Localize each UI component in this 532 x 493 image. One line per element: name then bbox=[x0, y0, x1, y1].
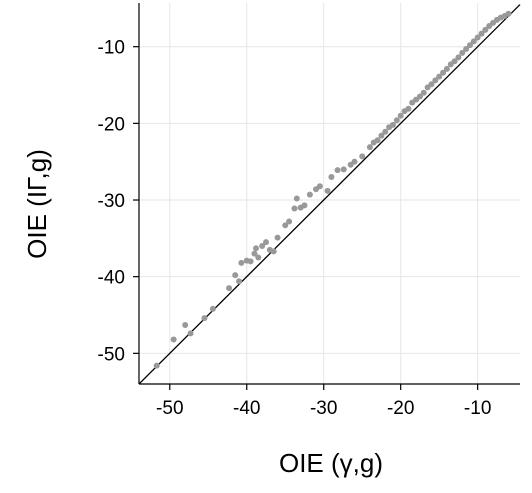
data-point bbox=[393, 117, 400, 124]
data-point bbox=[238, 259, 245, 266]
data-point bbox=[324, 187, 331, 194]
x-tick-label-2: -30 bbox=[310, 398, 337, 419]
axes bbox=[138, 3, 520, 385]
data-point bbox=[470, 38, 477, 45]
data-point bbox=[432, 77, 439, 84]
data-point bbox=[397, 112, 404, 119]
data-point bbox=[420, 89, 427, 96]
data-point bbox=[455, 54, 462, 61]
data-point bbox=[201, 315, 208, 322]
x-axis-title: OIE (γ,g) bbox=[279, 448, 383, 478]
data-point bbox=[236, 278, 243, 285]
data-point bbox=[153, 362, 160, 369]
data-point bbox=[226, 285, 233, 292]
data-point bbox=[359, 153, 366, 160]
data-point bbox=[255, 254, 262, 261]
data-point bbox=[170, 336, 177, 343]
y-tick-label-2: -30 bbox=[98, 191, 125, 212]
data-point bbox=[351, 158, 358, 165]
data-point bbox=[451, 58, 458, 65]
data-point bbox=[474, 34, 481, 41]
reference-line-group bbox=[138, 4, 521, 385]
data-point bbox=[443, 65, 450, 72]
data-point bbox=[459, 49, 466, 56]
data-point bbox=[286, 218, 293, 225]
y-tick-label-4: -10 bbox=[98, 38, 125, 59]
x-tick-label-0: -50 bbox=[156, 398, 183, 419]
y-tick-label-0: -50 bbox=[98, 344, 125, 365]
data-point bbox=[340, 166, 347, 173]
y-tick-label-1: -40 bbox=[98, 268, 125, 289]
data-point bbox=[505, 10, 512, 17]
x-ticks: -50 -40 -30 -20 -10 bbox=[156, 384, 491, 419]
data-point bbox=[482, 26, 489, 33]
data-point bbox=[316, 183, 323, 190]
data-point bbox=[378, 132, 385, 139]
data-point bbox=[252, 245, 259, 252]
data-point bbox=[293, 195, 300, 202]
data-point bbox=[390, 121, 396, 128]
data-point bbox=[382, 128, 389, 135]
data-point bbox=[436, 73, 443, 80]
data-point bbox=[440, 69, 447, 76]
data-point bbox=[463, 45, 470, 52]
data-point bbox=[466, 42, 473, 49]
x-tick-label-4: -10 bbox=[464, 398, 491, 419]
data-point bbox=[263, 239, 269, 246]
data-point bbox=[282, 222, 289, 229]
data-point bbox=[301, 202, 308, 209]
data-point bbox=[187, 330, 194, 337]
data-point bbox=[374, 137, 381, 144]
data-point bbox=[428, 81, 435, 88]
y-ticks: -50 -40 -30 -20 -10 bbox=[98, 38, 139, 365]
grid-lines bbox=[139, 3, 520, 384]
data-point bbox=[328, 174, 335, 181]
x-tick-label-3: -20 bbox=[387, 398, 414, 419]
data-point bbox=[366, 144, 373, 151]
y-axis-title: OIE (IΓ,g) bbox=[22, 149, 52, 259]
data-points bbox=[153, 10, 512, 369]
data-point bbox=[274, 234, 281, 241]
data-point bbox=[259, 243, 266, 250]
x-tick-label-1: -40 bbox=[233, 398, 260, 419]
data-point bbox=[209, 305, 216, 312]
data-point bbox=[291, 205, 298, 212]
data-point bbox=[334, 167, 341, 174]
data-point bbox=[416, 93, 423, 100]
data-point bbox=[405, 105, 412, 112]
data-point bbox=[478, 30, 485, 37]
data-point bbox=[232, 272, 239, 279]
data-point bbox=[251, 250, 258, 257]
data-point bbox=[182, 321, 189, 328]
identity-line bbox=[138, 4, 521, 385]
data-point bbox=[306, 191, 313, 198]
data-point bbox=[247, 258, 254, 265]
y-tick-label-3: -20 bbox=[98, 114, 125, 135]
data-point bbox=[270, 248, 277, 255]
